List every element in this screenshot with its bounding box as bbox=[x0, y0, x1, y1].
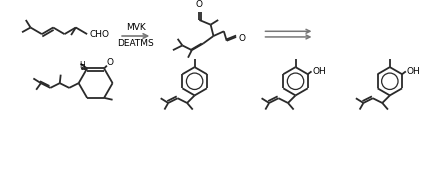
Text: H: H bbox=[80, 61, 85, 70]
Text: OH: OH bbox=[407, 67, 420, 76]
Text: CHO: CHO bbox=[90, 30, 110, 39]
Text: OH: OH bbox=[312, 67, 326, 76]
Text: DEATMS: DEATMS bbox=[117, 39, 154, 48]
Text: MVK: MVK bbox=[126, 23, 146, 32]
Text: O: O bbox=[106, 58, 113, 67]
Text: O: O bbox=[196, 0, 203, 9]
Text: O: O bbox=[238, 34, 245, 43]
